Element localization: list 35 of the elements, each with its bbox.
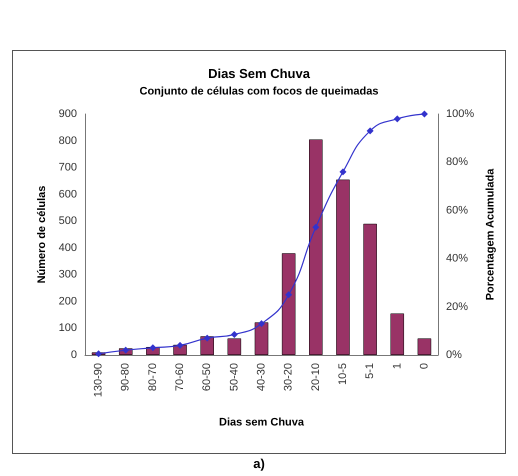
x-tick-label: 90-80 — [120, 363, 132, 392]
chart-title: Dias Sem Chuva — [208, 66, 311, 81]
y2-tick-label: 40% — [446, 252, 468, 265]
x-tick-label: 1 — [391, 363, 404, 370]
y2-tick-label: 20% — [446, 300, 468, 313]
x-tick-label: 20-10 — [310, 363, 322, 392]
x-tick-label: 60-50 — [201, 363, 214, 392]
y2-tick-label: 0% — [446, 349, 462, 361]
x-tick-label: 0 — [418, 363, 430, 370]
y-tick-label: 800 — [58, 134, 77, 147]
y-tick-label: 400 — [58, 242, 77, 254]
chart-subtitle: Conjunto de células com focos de queimadas — [140, 86, 378, 98]
y-axis-title: Número de células — [36, 186, 48, 284]
x-axis-title: Dias sem Chuva — [219, 416, 305, 428]
x-tick-label: 40-30 — [256, 363, 268, 392]
y2-tick-label: 100% — [446, 108, 474, 120]
y-tick-label: 300 — [58, 268, 77, 281]
y-tick-label: 600 — [58, 188, 77, 200]
y2-tick-label: 60% — [446, 204, 468, 216]
y-tick-label: 0 — [70, 349, 77, 361]
y-tick-label: 100 — [58, 322, 77, 334]
y2-axis-title: Porcentagem Acumulada — [484, 168, 497, 300]
y-tick-label: 700 — [58, 162, 77, 174]
y-tick-label: 500 — [58, 215, 77, 228]
y-tick-label: 900 — [58, 108, 77, 120]
x-tick-label: 50-40 — [228, 363, 240, 392]
text: a) — [252, 456, 266, 471]
y-tick-label: 200 — [58, 295, 77, 308]
x-tick-label: 10-5 — [336, 363, 349, 386]
x-tick-label: 80-70 — [146, 363, 159, 392]
x-tick-label: 130-90 — [92, 363, 105, 398]
x-tick-label: 5-1 — [364, 363, 376, 379]
x-tick-label: 70-60 — [174, 363, 186, 392]
y2-tick-label: 80% — [446, 156, 468, 168]
x-tick-label: 30-20 — [282, 363, 295, 392]
